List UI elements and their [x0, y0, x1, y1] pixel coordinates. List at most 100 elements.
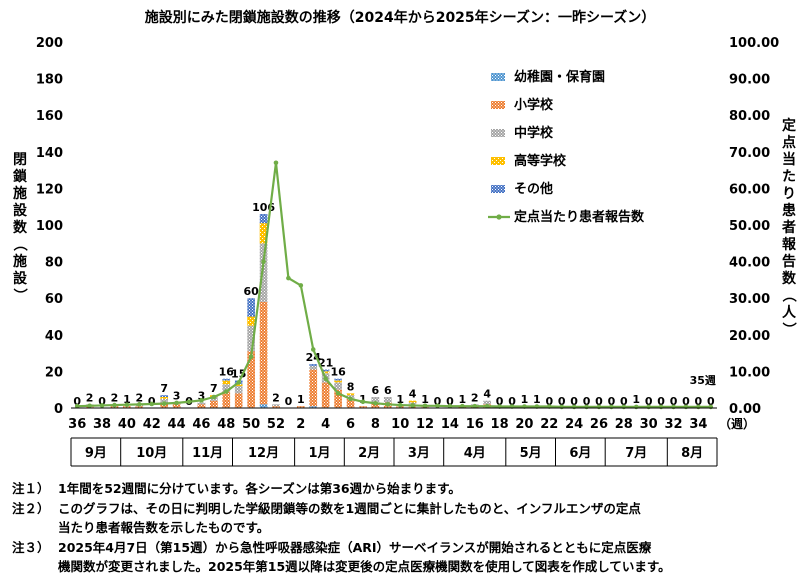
week-label: 40: [118, 417, 136, 432]
y2-tick-label: 70.00: [729, 146, 770, 161]
bar-total-label: 1: [458, 393, 466, 406]
y-tick-label: 0: [54, 402, 63, 417]
legend-label: 定点当たり患者報告数: [513, 209, 645, 225]
axis-label-char: （: [780, 288, 796, 302]
week-label: 20: [515, 417, 533, 432]
line-point: [137, 402, 142, 407]
legend-label: 高等学校: [514, 153, 567, 169]
line-point: [435, 403, 440, 409]
legend-swatch: [491, 101, 505, 109]
bar-segment: [296, 406, 305, 408]
bar-total-label: 3: [173, 390, 181, 403]
line-point: [584, 404, 589, 410]
bar-total-label: 0: [682, 395, 690, 408]
y2-tick-label: 80.00: [729, 109, 770, 124]
line-point: [633, 404, 639, 410]
bar-segment: [135, 406, 144, 408]
y-tick-label: 180: [36, 73, 63, 88]
bar-total-label: 1: [632, 393, 640, 406]
bar-segment: [346, 398, 355, 408]
axis-label-char: 設: [13, 202, 28, 219]
y2-tick-label: 0.00: [729, 402, 761, 417]
axis-label-char: 数: [782, 270, 797, 287]
line-point: [112, 402, 117, 408]
month-label: 1月: [308, 446, 330, 461]
line-point: [99, 403, 105, 408]
bar-segment: [172, 404, 181, 408]
note-text: このグラフは、その日に判明した学級閉鎖等の数を1週間ごとに集計したものと、インフ…: [58, 501, 641, 516]
week-label: 46: [192, 417, 210, 432]
bar-segment: [259, 404, 268, 408]
bar-total-label: 0: [695, 395, 703, 408]
note-mark: 注３）: [12, 540, 50, 555]
bar-total-label: 7: [160, 382, 168, 395]
line-point: [261, 259, 266, 264]
bar-total-label: 0: [508, 395, 516, 408]
line-point: [360, 399, 366, 405]
last-week-label: 35週: [690, 373, 716, 387]
axis-label-char: 定: [782, 117, 796, 134]
legend-label: その他: [514, 181, 553, 197]
bar-segment: [160, 397, 169, 399]
week-label: 34: [689, 417, 707, 432]
axis-label-char: 閉: [13, 152, 27, 168]
bar-segment: [359, 406, 367, 408]
bar-total-labels: 0202120730371615601062012421168166141001…: [73, 201, 716, 408]
line-point: [559, 404, 565, 410]
bar-total-label: 0: [570, 395, 578, 408]
month-label: 7月: [625, 446, 647, 461]
axis-label-char: 人: [782, 304, 797, 321]
line-point: [472, 403, 478, 409]
bar-total-label: 1: [521, 393, 529, 406]
legend-swatch: [491, 185, 505, 193]
line-point: [186, 399, 192, 405]
y-tick-label: 160: [36, 109, 63, 124]
note-line: 機関数が変更されました。2025年第15週以降は変更後の定点医療機関数を使用して…: [12, 556, 671, 575]
month-label: 4月: [464, 446, 486, 461]
bar-segment: [222, 380, 231, 385]
line-point: [149, 401, 155, 407]
bar-total-label: 16: [330, 366, 346, 379]
note-line: 注３） 2025年4月7日（第15週）から急性呼吸器感染症（ARI）サーベイランス…: [12, 537, 651, 556]
y-tick-label: 200: [36, 36, 63, 51]
line-point: [223, 389, 229, 394]
bar-total-label: 1: [421, 393, 429, 406]
chart-title: 施設別にみた閉鎖施設数の推移（2024年から2025年シーズン：一昨シーズン）: [145, 9, 656, 26]
bar-segment: [259, 301, 268, 405]
line-point: [248, 354, 254, 360]
line-point: [286, 275, 291, 281]
y-axis-label: 閉鎖施設数（施設）: [11, 152, 28, 302]
bar-total-label: 0: [657, 395, 665, 408]
bar-total-label: 3: [198, 390, 206, 403]
line-point: [447, 403, 453, 409]
line-point: [596, 404, 602, 410]
bar-segment: [247, 298, 255, 317]
bar-segment: [234, 384, 243, 387]
line-point: [708, 404, 714, 410]
bar-total-label: 0: [98, 395, 106, 408]
bar-total-label: 16: [219, 366, 235, 379]
bar-segment: [234, 393, 243, 408]
bar-total-label: 0: [434, 395, 442, 408]
bar-segment: [259, 214, 268, 224]
axis-label-char: 鎖: [13, 168, 28, 185]
bar-total-label: 0: [285, 395, 293, 408]
week-label: 6: [346, 417, 355, 432]
bar-segment: [247, 325, 255, 352]
week-label: 32: [664, 417, 682, 432]
bar-segment: [222, 391, 231, 408]
line-point: [348, 396, 353, 402]
bar-total-label: 60: [243, 285, 259, 298]
bar-segment: [247, 316, 255, 326]
bar-total-label: 0: [707, 395, 715, 408]
month-label: 8月: [681, 446, 703, 461]
month-label: 12月: [248, 446, 279, 461]
axis-label-char: 者: [782, 220, 796, 236]
y2-tick-label: 50.00: [729, 219, 770, 234]
week-label: 52: [267, 417, 285, 432]
axis-label-char: 当: [782, 151, 796, 168]
axis-label-char: ）: [11, 288, 27, 302]
bar-segment: [222, 378, 231, 381]
bar-segment: [321, 382, 330, 408]
week-label: 2: [296, 417, 305, 432]
